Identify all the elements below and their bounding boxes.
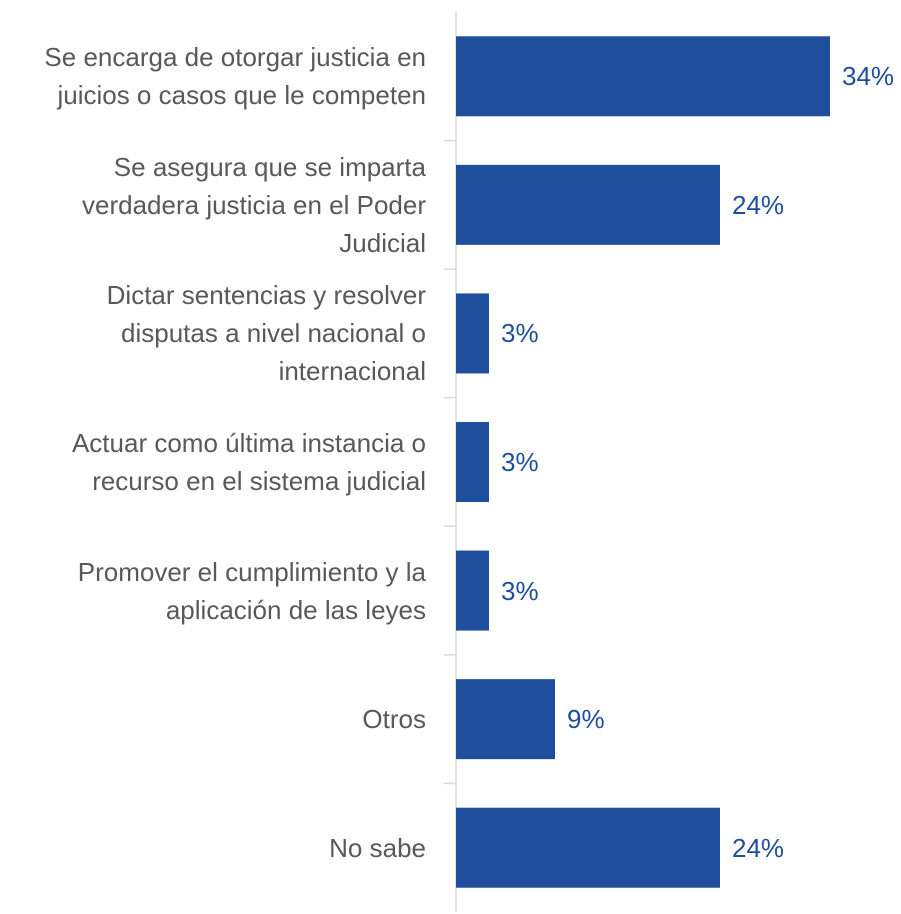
category-label: Otros (362, 704, 426, 735)
value-label: 3% (501, 575, 539, 606)
bar (456, 679, 555, 760)
value-label: 34% (842, 61, 895, 92)
value-label: 24% (732, 189, 785, 220)
category-label: Actuar como última instancia o recurso e… (71, 428, 426, 496)
bar (456, 164, 720, 245)
value-label: 3% (501, 447, 539, 477)
bar (456, 807, 720, 888)
bar (456, 422, 489, 502)
value-label: 9% (567, 704, 605, 735)
category-label: No sabe (329, 832, 426, 863)
category-label: Promover el cumplimiento y la aplicación… (77, 556, 426, 625)
value-label: 3% (501, 318, 539, 349)
value-label: 24% (732, 832, 785, 863)
bar (456, 293, 489, 374)
bar (456, 550, 489, 631)
bar (456, 36, 830, 117)
category-label: Se asegura que se imparta verdadera just… (82, 151, 426, 258)
category-label: Se encarga de otorgar justicia en juicio… (44, 42, 426, 111)
category-label: Dictar sentencias y resolver disputas a … (106, 280, 426, 387)
